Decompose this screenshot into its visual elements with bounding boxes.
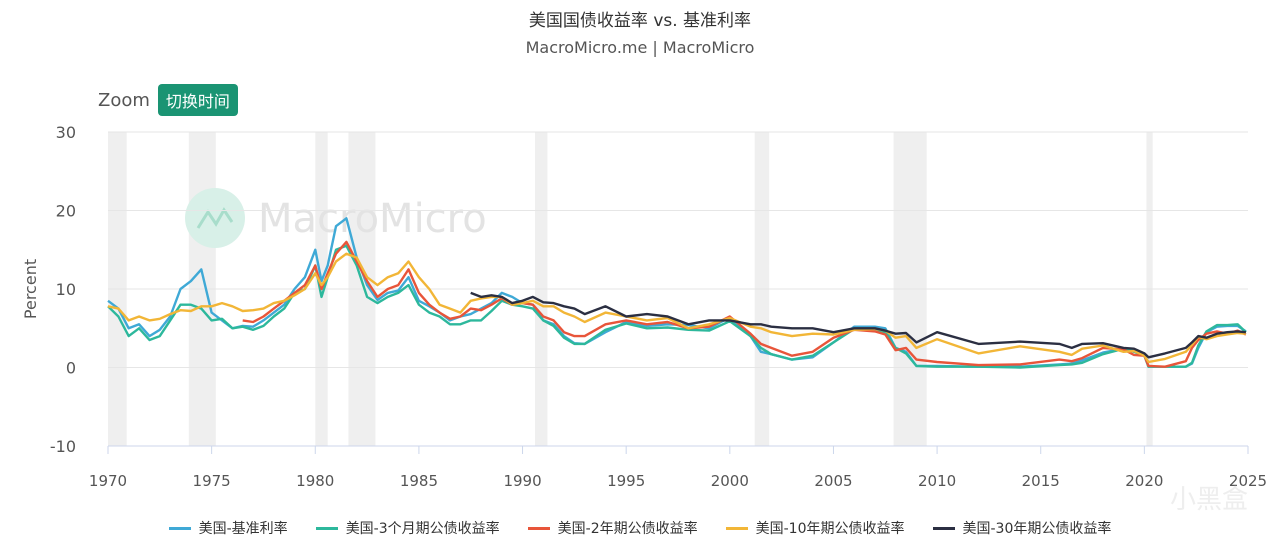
legend-item-0[interactable]: 美国-基准利率 [168, 518, 288, 538]
x-tick-label: 2005 [814, 472, 852, 490]
series-line-4 [470, 291, 1247, 359]
legend-item-3[interactable]: 美国-10年期公债收益率 [725, 518, 905, 538]
x-tick-label: 1970 [89, 472, 127, 490]
legend-label: 美国-10年期公债收益率 [755, 521, 905, 537]
axes: -10 0 10 20 30 1970 1975 1980 1985 1990 1995 2000 20… [21, 123, 1267, 490]
zoom-controls: Zoom 切换时间 [98, 84, 238, 116]
y-axis-label: Percent [21, 259, 40, 319]
series-lines [107, 217, 1247, 369]
grid [108, 131, 1248, 447]
y-tick-label: 30 [56, 123, 76, 142]
legend: 美国-基准利率 美国-3个月期公债收益率 美国-2年期公债收益率 美国-10年期公债收… [0, 518, 1280, 538]
x-tick-label: 1980 [296, 472, 334, 490]
legend-label: 美国-基准利率 [198, 521, 288, 537]
chart-subtitle: MacroMicro.me | MacroMicro [525, 38, 755, 57]
legend-swatch [168, 526, 191, 530]
corner-logo: 小黑盒 [1170, 485, 1248, 515]
watermark-text: MacroMicro [258, 196, 487, 242]
zoom-label: Zoom [98, 89, 150, 111]
x-tick-label: 2000 [711, 472, 749, 490]
series-line-2 [242, 240, 1247, 368]
y-tick-label: -10 [50, 437, 76, 456]
watermark-logo-icon [185, 188, 245, 248]
x-tick-label: 1990 [503, 472, 541, 490]
x-tick-label: 2020 [1125, 472, 1163, 490]
watermark: MacroMicro [185, 188, 487, 248]
legend-item-2[interactable]: 美国-2年期公债收益率 [527, 518, 698, 538]
chart-title: 美国国债收益率 vs. 基准利率 [528, 11, 752, 31]
y-tick-label: 10 [56, 280, 76, 299]
legend-swatch [725, 526, 748, 530]
legend-swatch [315, 526, 338, 530]
series-line-3 [107, 252, 1247, 364]
legend-item-4[interactable]: 美国-30年期公债收益率 [932, 518, 1112, 538]
watermark-logo-mark [196, 207, 234, 229]
x-tick-label: 1985 [400, 472, 438, 490]
x-tick-label: 2025 [1229, 472, 1267, 490]
legend-item-1[interactable]: 美国-3个月期公债收益率 [315, 518, 500, 538]
x-tick-label: 2010 [918, 472, 956, 490]
series-line-1 [107, 244, 1247, 369]
x-tick-label: 2015 [1022, 472, 1060, 490]
x-tick-label: 1995 [607, 472, 645, 490]
legend-swatch [932, 526, 955, 530]
x-tick-label: 1975 [193, 472, 231, 490]
legend-swatch [527, 526, 550, 530]
switch-time-button[interactable]: 切换时间 [157, 84, 238, 116]
legend-label: 美国-30年期公债收益率 [962, 521, 1112, 537]
legend-label: 美国-3个月期公债收益率 [345, 521, 500, 537]
y-tick-label: 20 [56, 202, 76, 221]
legend-label: 美国-2年期公债收益率 [557, 521, 698, 537]
corner-logo-text: 小黑盒 [1170, 485, 1248, 515]
y-tick-label: 0 [66, 359, 76, 378]
